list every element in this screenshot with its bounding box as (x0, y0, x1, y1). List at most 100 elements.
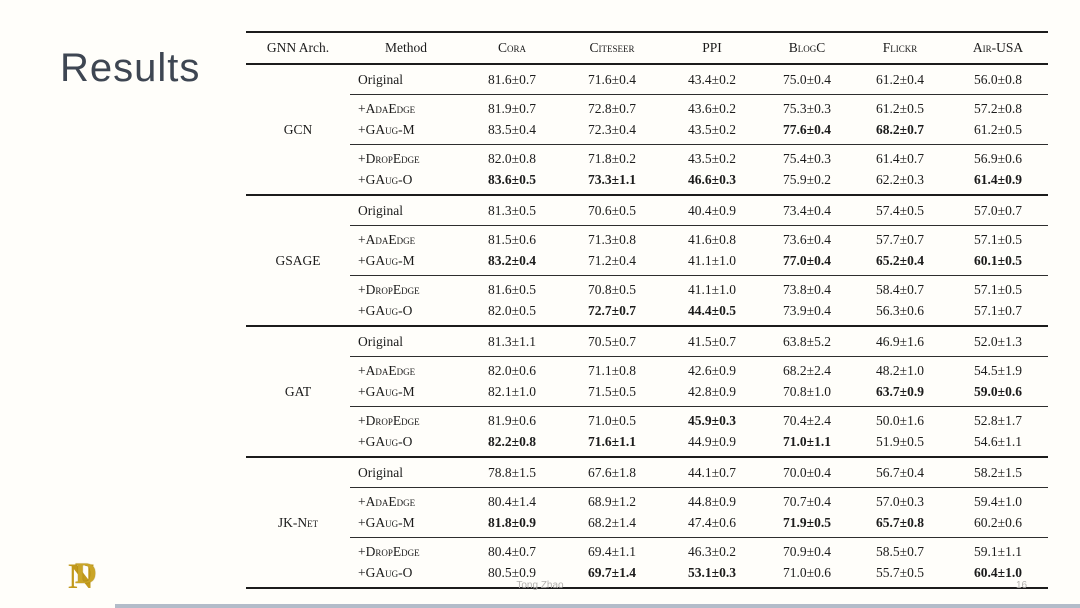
value-cell: 82.2±0.8 (488, 434, 536, 449)
value-cell: 65.2±0.4 (876, 253, 924, 268)
method-cell: +GAug-O (358, 303, 413, 318)
value-cell: 43.6±0.2 (662, 94, 762, 119)
table-row: +AdaEdge 82.0±0.6 71.1±0.8 42.6±0.9 68.2±2.4… (246, 356, 1048, 381)
value-cell: 82.0±0.6 (462, 356, 562, 381)
value-cell: 44.4±0.5 (688, 303, 736, 318)
table-row: +GAug-M 83.5±0.4 72.3±0.4 43.5±0.2 77.6±0.4 6… (246, 119, 1048, 145)
value-cell: 75.9±0.2 (783, 172, 831, 187)
value-cell: 44.1±0.7 (688, 465, 736, 480)
method-cell: +DropEdge (350, 406, 462, 431)
value-cell: 68.9±1.2 (562, 487, 662, 512)
value-cell: 52.0±1.3 (974, 334, 1022, 349)
value-cell: 71.1±0.8 (562, 356, 662, 381)
value-cell: 71.2±0.4 (588, 253, 636, 268)
value-cell: 73.8±0.4 (762, 275, 852, 300)
value-cell: 81.9±0.6 (462, 406, 562, 431)
value-cell: 82.1±1.0 (488, 384, 536, 399)
table-row: +GAug-M 82.1±1.0 71.5±0.5 42.8±0.9 70.8±1.0 6… (246, 381, 1048, 407)
method-cell: +GAug-O (358, 172, 413, 187)
value-cell: 78.8±1.5 (488, 465, 536, 480)
value-cell: 70.0±0.4 (783, 465, 831, 480)
method-cell: +AdaEdge (350, 356, 462, 381)
column-header: BlogC (762, 32, 852, 65)
value-cell: 72.7±0.7 (588, 303, 636, 318)
footer-author: Tong Zhao (516, 580, 564, 591)
table-row: +DropEdge 81.9±0.6 71.0±0.5 45.9±0.3 70.4±2.… (246, 406, 1048, 431)
table-row: +GAug-O 83.6±0.5 73.3±1.1 46.6±0.3 75.9±0.2 6… (246, 169, 1048, 195)
value-cell: 81.3±1.1 (488, 334, 536, 349)
value-cell: 54.6±1.1 (974, 434, 1022, 449)
value-cell: 60.1±0.5 (974, 253, 1022, 268)
value-cell: 71.0±0.5 (562, 406, 662, 431)
value-cell: 83.5±0.4 (488, 122, 536, 137)
column-header: Cora (462, 32, 562, 65)
value-cell: 68.2±0.7 (876, 122, 924, 137)
value-cell: 71.3±0.8 (562, 225, 662, 250)
table-header: GNN Arch. Method Cora Citeseer PPI BlogC Flick… (246, 32, 1048, 65)
table-row: GCN Original 81.6±0.7 71.6±0.4 43.4±0.2 75.0±… (246, 64, 1048, 137)
value-cell: 71.8±0.2 (562, 144, 662, 169)
value-cell: 53.1±0.3 (688, 565, 736, 580)
method-cell: Original (358, 72, 403, 87)
value-cell: 45.9±0.3 (662, 406, 762, 431)
value-cell: 80.4±0.7 (462, 537, 562, 562)
column-header: Method (350, 32, 462, 65)
value-cell: 57.2±0.8 (948, 94, 1048, 119)
value-cell: 56.0±0.8 (974, 72, 1022, 87)
column-header: Air-USA (948, 32, 1048, 65)
table-row: JK-Net Original 78.8±1.5 67.6±1.8 44.1±0.7 70… (246, 457, 1048, 530)
value-cell: 70.8±0.5 (562, 275, 662, 300)
table-row: GAT Original 81.3±1.1 70.5±0.7 41.5±0.7 63.8±… (246, 326, 1048, 399)
value-cell: 73.4±0.4 (783, 203, 831, 218)
value-cell: 62.2±0.3 (876, 172, 924, 187)
method-cell: +AdaEdge (350, 225, 462, 250)
value-cell: 56.3±0.6 (876, 303, 924, 318)
value-cell: 59.0±0.6 (974, 384, 1022, 399)
value-cell: 46.6±0.3 (688, 172, 736, 187)
value-cell: 58.4±0.7 (852, 275, 948, 300)
value-cell: 61.2±0.4 (876, 72, 924, 87)
method-cell: +GAug-O (358, 565, 413, 580)
value-cell: 81.3±0.5 (488, 203, 536, 218)
value-cell: 81.8±0.9 (488, 515, 536, 530)
value-cell: 43.4±0.2 (688, 72, 736, 87)
value-cell: 63.7±0.9 (876, 384, 924, 399)
value-cell: 57.0±0.7 (974, 203, 1022, 218)
arch-cell: GAT (284, 384, 312, 399)
value-cell: 41.5±0.7 (688, 334, 736, 349)
value-cell: 43.5±0.2 (688, 122, 736, 137)
value-cell: 73.9±0.4 (783, 303, 831, 318)
value-cell: 71.6±1.1 (588, 434, 636, 449)
value-cell: 81.6±0.5 (462, 275, 562, 300)
arch-cell: GSAGE (275, 253, 321, 268)
method-cell: +AdaEdge (350, 94, 462, 119)
value-cell: 82.0±0.8 (462, 144, 562, 169)
table-row: +GAug-M 83.2±0.4 71.2±0.4 41.1±1.0 77.0±0.4 6… (246, 250, 1048, 276)
value-cell: 70.4±2.4 (762, 406, 852, 431)
value-cell: 42.8±0.9 (688, 384, 736, 399)
value-cell: 61.2±0.5 (852, 94, 948, 119)
bottom-strip (115, 604, 1080, 608)
value-cell: 43.5±0.2 (662, 144, 762, 169)
value-cell: 55.7±0.5 (876, 565, 924, 580)
value-cell: 80.4±1.4 (462, 487, 562, 512)
value-cell: 73.6±0.4 (762, 225, 852, 250)
value-cell: 71.9±0.5 (783, 515, 831, 530)
value-cell: 57.7±0.7 (852, 225, 948, 250)
value-cell: 71.5±0.5 (588, 384, 636, 399)
value-cell: 40.4±0.9 (688, 203, 736, 218)
table-row: +GAug-O 82.2±0.8 71.6±1.1 44.9±0.9 71.0±1.1 5… (246, 431, 1048, 457)
arch-group: GCN Original 81.6±0.7 71.6±0.4 43.4±0.2 75.0±… (246, 64, 1048, 195)
value-cell: 83.2±0.4 (488, 253, 536, 268)
value-cell: 46.9±1.6 (876, 334, 924, 349)
column-header: PPI (662, 32, 762, 65)
value-cell: 56.7±0.4 (876, 465, 924, 480)
value-cell: 81.6±0.7 (488, 72, 536, 87)
value-cell: 70.6±0.5 (588, 203, 636, 218)
value-cell: 77.0±0.4 (783, 253, 831, 268)
value-cell: 75.3±0.3 (762, 94, 852, 119)
value-cell: 44.9±0.9 (688, 434, 736, 449)
method-cell: Original (358, 203, 403, 218)
nd-logo: N D (66, 554, 112, 600)
value-cell: 61.2±0.5 (974, 122, 1022, 137)
